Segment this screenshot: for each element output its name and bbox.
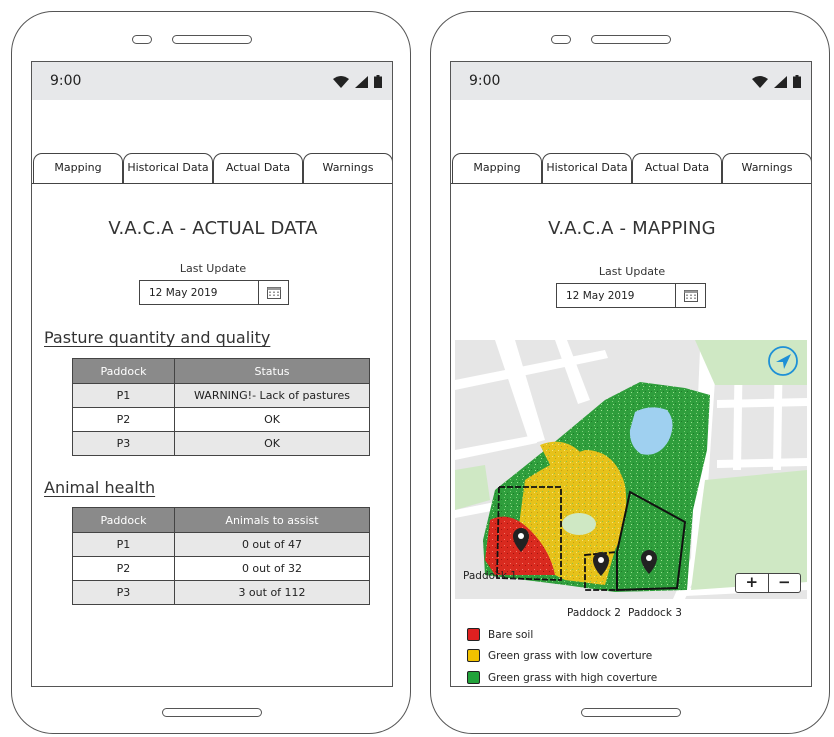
home-indicator (162, 708, 262, 717)
calendar-icon (266, 287, 281, 299)
tab-bar: Mapping Historical Data Actual Data Warn… (32, 153, 392, 184)
animals-cell: 3 out of 112 (174, 580, 370, 605)
pond-grass-area (562, 513, 596, 535)
status-cell: OK (174, 431, 370, 456)
low-coverage-area (540, 441, 583, 470)
paddock-cell: P3 (72, 431, 175, 456)
tab-historical-data[interactable]: Historical Data (542, 153, 632, 183)
status-bar: 9:00 (451, 62, 811, 100)
paddock-1-outline (496, 486, 562, 581)
paddock-2-outline (584, 551, 618, 591)
last-update-label: Last Update (179, 262, 247, 275)
navigation-arrow-icon[interactable] (768, 346, 798, 376)
paddock-2-label: Paddock 2 (567, 607, 621, 619)
pasture-map[interactable]: Paddock 1 (455, 340, 807, 599)
paddock-cell: P1 (72, 532, 175, 557)
status-time: 9:00 (469, 73, 501, 89)
park-area (455, 465, 490, 510)
legend-label: Green grass with high coverture (488, 671, 658, 684)
table-header-row: Paddock Animals to assist (72, 507, 370, 533)
wifi-icon (752, 75, 768, 88)
column-header: Paddock (72, 507, 175, 533)
table-row: P2 OK (72, 407, 370, 432)
speaker-grille (591, 35, 671, 44)
paddock-1-label: Paddock 1 (463, 570, 517, 582)
column-header: Animals to assist (174, 507, 370, 533)
map-pin-icon[interactable] (593, 552, 609, 576)
water-body (629, 407, 673, 455)
tab-mapping[interactable]: Mapping (452, 153, 542, 183)
table-row: P3 OK (72, 431, 370, 456)
signal-icon (774, 75, 787, 88)
tab-actual-data[interactable]: Actual Data (632, 153, 722, 183)
table-row: P2 0 out of 32 (72, 556, 370, 581)
legend-item-high-coverture: Green grass with high coverture (467, 671, 657, 684)
pasture-table: Paddock Status P1 WARNING!- Lack of past… (72, 358, 370, 456)
date-input[interactable] (557, 284, 677, 307)
legend-swatch (467, 649, 480, 662)
status-bar: 9:00 (32, 62, 392, 100)
wifi-icon (333, 75, 349, 88)
tab-actual-data[interactable]: Actual Data (213, 153, 303, 183)
column-header: Status (174, 358, 370, 384)
animals-cell: 0 out of 32 (174, 556, 370, 581)
speaker-grille (172, 35, 252, 44)
map-pin-icon[interactable] (513, 528, 529, 552)
legend-label: Bare soil (488, 628, 534, 641)
animal-health-heading: Animal health (44, 478, 156, 497)
page-title: V.A.C.A - MAPPING (548, 218, 716, 239)
paddock-cell: P2 (72, 556, 175, 581)
paddock-cell: P1 (72, 383, 175, 408)
calendar-button[interactable] (675, 284, 705, 307)
paddock-cell: P3 (72, 580, 175, 605)
zoom-in-button[interactable]: + (745, 573, 759, 591)
phone-actual-data: 9:00 Mapping Historical Data Actual Data… (11, 11, 411, 734)
table-row: P1 WARNING!- Lack of pastures (72, 383, 370, 408)
last-update-label: Last Update (598, 265, 666, 278)
zoom-out-button[interactable]: − (767, 574, 801, 592)
battery-icon (374, 75, 382, 88)
map-canvas (455, 340, 807, 599)
screen: 9:00 Mapping Historical Data Actual Data… (31, 61, 393, 687)
calendar-icon (683, 290, 698, 302)
table-header-row: Paddock Status (72, 358, 370, 384)
front-camera (551, 35, 571, 44)
screen: 9:00 Mapping Historical Data Actual Data… (450, 61, 812, 687)
map-pin-icon[interactable] (641, 550, 657, 574)
status-cell: WARNING!- Lack of pastures (174, 383, 370, 408)
home-indicator (581, 708, 681, 717)
tab-warnings[interactable]: Warnings (303, 153, 392, 183)
paddock-cell: P2 (72, 407, 175, 432)
date-picker (556, 283, 706, 308)
legend-item-low-coverture: Green grass with low coverture (467, 649, 652, 662)
date-input[interactable] (140, 281, 260, 304)
zoom-control: + − (735, 573, 801, 593)
tab-mapping[interactable]: Mapping (33, 153, 123, 183)
pasture-section-heading: Pasture quantity and quality (44, 328, 271, 347)
battery-icon (793, 75, 801, 88)
front-camera (132, 35, 152, 44)
animals-cell: 0 out of 47 (174, 532, 370, 557)
legend-swatch (467, 671, 480, 684)
paddock-3-outline (616, 490, 687, 592)
tab-bar: Mapping Historical Data Actual Data Warn… (451, 153, 811, 184)
status-cell: OK (174, 407, 370, 432)
page-title: V.A.C.A - ACTUAL DATA (108, 218, 318, 239)
animal-health-table: Paddock Animals to assist P1 0 out of 47… (72, 507, 370, 605)
status-time: 9:00 (50, 73, 82, 89)
paddock-3-label: Paddock 3 (628, 607, 682, 619)
tab-historical-data[interactable]: Historical Data (123, 153, 213, 183)
signal-icon (355, 75, 368, 88)
table-row: P1 0 out of 47 (72, 532, 370, 557)
legend-swatch (467, 628, 480, 641)
legend-label: Green grass with low coverture (488, 649, 653, 662)
table-row: P3 3 out of 112 (72, 580, 370, 605)
park-area (691, 470, 807, 590)
column-header: Paddock (72, 358, 175, 384)
tab-warnings[interactable]: Warnings (722, 153, 811, 183)
date-picker (139, 280, 289, 305)
phone-mapping: 9:00 Mapping Historical Data Actual Data… (430, 11, 830, 734)
calendar-button[interactable] (258, 281, 288, 304)
legend-item-bare-soil: Bare soil (467, 628, 533, 641)
